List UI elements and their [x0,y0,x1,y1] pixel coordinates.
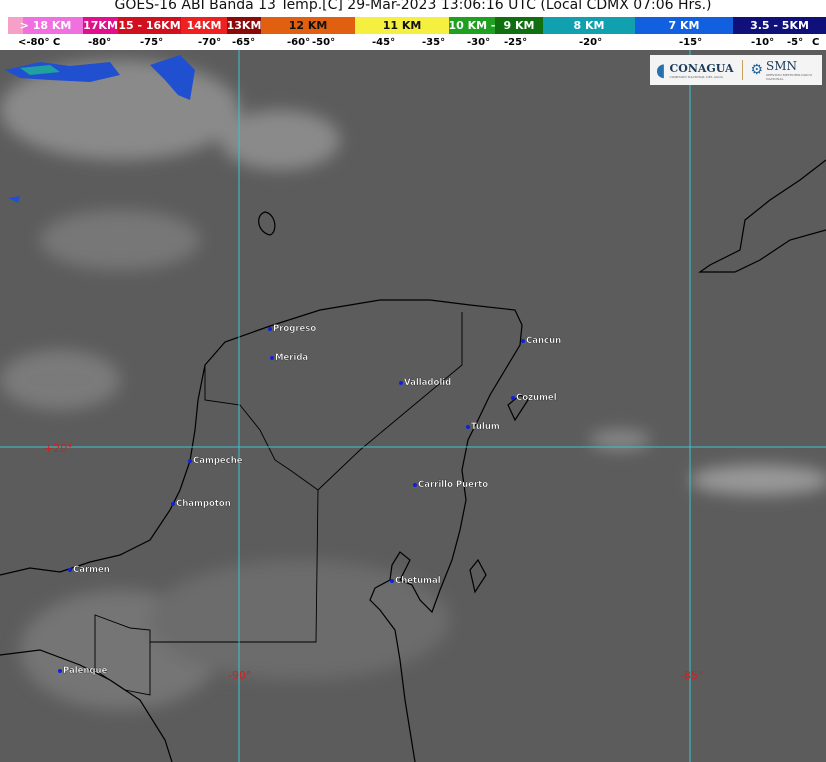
city-label: Campeche [193,456,243,466]
image-title: GOES-16 ABI Banda 13 Temp.[C] 29-Mar-202… [114,0,712,13]
color-legend: > 18 KM 17KM 15 - 16KM 14KM 13KM 12 KM 1… [8,17,826,34]
city-marker [413,483,417,487]
temp-label: -10° [751,37,775,48]
city-marker [399,381,403,385]
city-label: Chetumal [395,576,441,586]
agency-logos: ◖ CONAGUA COMISIÓN NACIONAL DEL AGUA ⚙ S… [650,55,822,85]
legend-11km: 11 KM [355,17,449,34]
lon-label-85: -85° [680,669,703,682]
legend-7km: 7 KM [635,17,733,34]
graticule [0,50,826,762]
temp-label: -75° [140,37,164,48]
temp-label: C [812,37,820,48]
cloud-cover [0,60,826,710]
city-marker [58,669,62,673]
satellite-map: +20° -90° -85° Progreso Merida Valladolid C… [0,50,826,762]
city-label: Valladolid [404,378,451,388]
smn-gear-icon: ⚙ [750,62,764,78]
legend-14km: 14KM [181,17,227,34]
lon-label-90: -90° [228,669,251,682]
temp-label: -60° [287,37,311,48]
legend-13km: 13KM [226,17,262,34]
city-marker [270,356,274,360]
legend-18km: > 18 KM [8,17,83,34]
city-marker [390,579,394,583]
city-label: Carrillo Puerto [418,480,488,490]
smn-logo-text: SMN [766,59,798,73]
city-label: Tulum [471,422,500,432]
smn-subtitle: SERVICIO METEOROLÓGICO NACIONAL [766,73,813,81]
city-marker [511,396,515,400]
legend-10km: 10 KM - [448,17,496,34]
temp-label: -45° [372,37,396,48]
city-marker [68,568,72,572]
legend-15-16km: 15 - 16KM [118,17,181,34]
temp-label: <-80° C [18,37,61,48]
temp-label: -65° [232,37,256,48]
city-label: Cancun [526,336,561,346]
city-label: Carmen [73,565,110,575]
legend-3-5km: 3.5 - 5KM [733,17,826,34]
city-label: Palenque [63,666,108,676]
legend-12km: 12 KM [261,17,355,34]
city-marker [188,459,192,463]
city-markers: Progreso Merida Valladolid Cancun Cozumel Tul… [58,324,561,676]
conagua-logo-text: CONAGUA [669,61,734,75]
legend-8km: 8 KM [543,17,635,34]
temp-label: -50° [312,37,336,48]
temp-label: -30° [467,37,491,48]
legend-9km: 9 KM [495,17,543,34]
city-marker [268,327,272,331]
temp-label: -35° [422,37,446,48]
coastlines [0,159,826,762]
temp-label: -20° [579,37,603,48]
city-label: Champoton [176,499,231,509]
city-marker [171,502,175,506]
city-label: Cozumel [516,393,557,403]
city-label: Merida [275,353,308,363]
city-marker [466,425,470,429]
city-label: Progreso [273,324,316,334]
temp-label: -25° [504,37,528,48]
conagua-drop-icon: ◖ [656,59,666,81]
temp-label: -70° [198,37,222,48]
lat-label-20: +20° [44,442,73,455]
temp-label: -5° [787,37,804,48]
temp-label: -80° [88,37,112,48]
conagua-subtitle: COMISIÓN NACIONAL DEL AGUA [669,74,723,79]
temperature-scale: <-80° C -80° -75° -70° -65° -60° -50° -4… [0,35,826,50]
temp-label: -15° [679,37,703,48]
legend-17km: 17KM [83,17,118,34]
city-marker [521,339,525,343]
cold-cloud-tops [5,55,195,203]
